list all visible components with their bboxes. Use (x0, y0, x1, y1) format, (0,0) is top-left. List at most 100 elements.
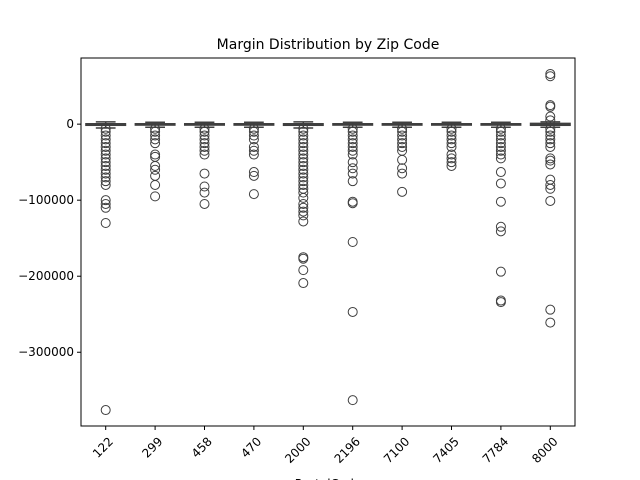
outlier (446, 153, 457, 164)
outlier (545, 71, 556, 82)
outlier (298, 141, 309, 152)
outlier (446, 160, 457, 171)
outlier (199, 145, 210, 156)
outlier (298, 134, 309, 145)
outlier (495, 138, 506, 149)
outlier (495, 123, 506, 134)
outlier (100, 126, 111, 137)
outlier (199, 138, 210, 149)
outlier (199, 130, 210, 141)
x-axis-label: PostalCode (295, 477, 362, 480)
outlier (298, 179, 309, 190)
outlier (298, 160, 309, 171)
outlier (545, 183, 556, 194)
outlier (495, 221, 506, 232)
outlier (495, 149, 506, 160)
outlier (298, 172, 309, 183)
outlier (347, 141, 358, 152)
outlier (397, 134, 408, 145)
outlier (199, 126, 210, 137)
plot-frame (80, 57, 576, 427)
outlier (495, 141, 506, 152)
outlier (100, 164, 111, 175)
outlier (298, 216, 309, 227)
outlier (446, 134, 457, 145)
outlier (397, 154, 408, 165)
outlier (446, 157, 457, 168)
outlier (397, 186, 408, 197)
outlier (298, 192, 309, 203)
outlier (347, 168, 358, 179)
outlier (150, 160, 161, 171)
outlier (199, 168, 210, 179)
outlier (545, 153, 556, 164)
outlier (199, 141, 210, 152)
outlier (248, 126, 259, 137)
outlier (545, 130, 556, 141)
outlier (298, 149, 309, 160)
outlier (100, 176, 111, 187)
outlier (100, 141, 111, 152)
outlier (545, 179, 556, 190)
outlier (100, 172, 111, 183)
outlier (199, 149, 210, 160)
outlier (298, 198, 309, 209)
outlier (495, 130, 506, 141)
outlier (248, 123, 259, 134)
outlier (100, 123, 111, 134)
outlier (397, 123, 408, 134)
outlier (298, 157, 309, 168)
outlier (150, 134, 161, 145)
outlier (347, 237, 358, 247)
outlier (199, 187, 210, 198)
outlier (446, 123, 457, 134)
outlier (347, 138, 358, 149)
outlier (495, 145, 506, 156)
outlier (545, 195, 556, 206)
outlier (100, 138, 111, 149)
outlier (150, 179, 161, 190)
outlier (495, 196, 506, 207)
outlier (100, 198, 111, 209)
outlier (397, 141, 408, 152)
outlier (150, 149, 161, 160)
outlier (150, 138, 161, 149)
outlier (248, 149, 259, 160)
outlier (100, 202, 111, 213)
outlier (100, 168, 111, 179)
outlier (495, 178, 506, 189)
outlier (545, 134, 556, 145)
outlier (298, 168, 309, 179)
outlier (545, 68, 556, 79)
outlier (495, 226, 506, 237)
outlier (248, 170, 259, 181)
outlier (495, 153, 506, 164)
outlier (199, 134, 210, 145)
chart-title: Margin Distribution by Zip Code (217, 37, 440, 53)
outlier (397, 130, 408, 141)
outlier (199, 198, 210, 209)
outlier (248, 130, 259, 141)
outlier (397, 126, 408, 137)
outlier (347, 395, 358, 406)
outlier (495, 167, 506, 178)
outlier (248, 189, 259, 200)
outlier (347, 163, 358, 174)
outlier (347, 130, 358, 141)
outlier (298, 202, 309, 213)
outlier (298, 206, 309, 217)
outlier (100, 130, 111, 141)
outlier (545, 101, 556, 112)
outlier (298, 138, 309, 149)
outlier (298, 123, 309, 134)
outlier (298, 176, 309, 187)
outlier (199, 181, 210, 192)
outlier (100, 195, 111, 206)
outlier (347, 157, 358, 168)
outlier (298, 253, 309, 264)
outlier (150, 126, 161, 137)
outlier (100, 157, 111, 168)
outlier (495, 134, 506, 145)
